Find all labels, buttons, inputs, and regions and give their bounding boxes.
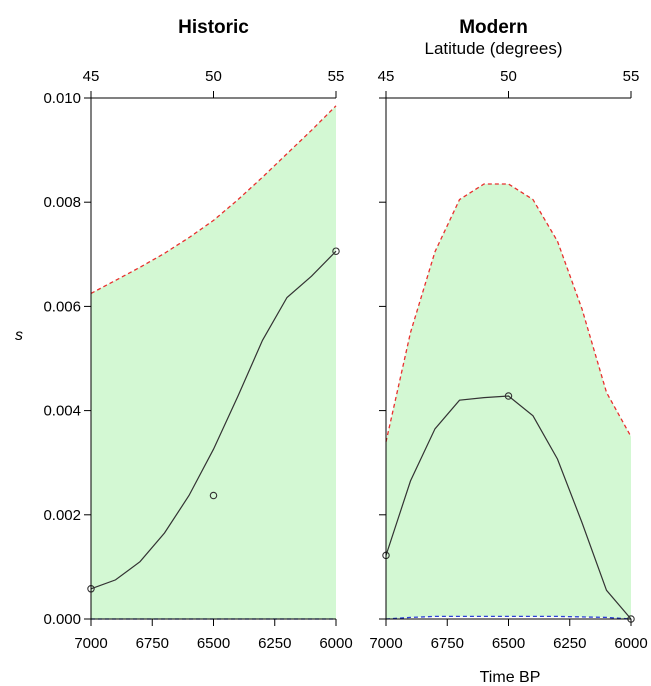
top-tick-label-0-0: 45 xyxy=(83,68,100,85)
y-tick-label-0-5: 0.010 xyxy=(43,90,81,107)
upper-bound-line-1 xyxy=(385,183,632,443)
x-tick-label-0-1: 6750 xyxy=(136,635,169,652)
top-tick-label-1-1: 50 xyxy=(500,68,517,85)
x-tick-label-1-1: 6750 xyxy=(431,635,464,652)
y-tick-label-0-0: 0.000 xyxy=(43,611,81,628)
x-tick-label-1-0: 7000 xyxy=(369,635,402,652)
x-tick-label-0-0: 7000 xyxy=(74,635,107,652)
estimate-line-0 xyxy=(90,250,337,590)
top-tick-label-1-0: 45 xyxy=(378,68,395,85)
x-tick-label-1-4: 6000 xyxy=(614,635,647,652)
x-tick-label-1-2: 6500 xyxy=(492,635,525,652)
y-tick-label-0-2: 0.004 xyxy=(43,403,81,420)
top-tick-label-0-2: 55 xyxy=(328,68,345,85)
y-tick-label-0-1: 0.002 xyxy=(43,507,81,524)
top-tick-label-1-2: 55 xyxy=(623,68,640,85)
confidence-band-0 xyxy=(91,105,336,620)
estimate-line-1 xyxy=(385,395,632,620)
data-point-0-2 xyxy=(332,247,340,255)
confidence-band-1 xyxy=(386,184,631,619)
data-point-1-1 xyxy=(504,392,513,400)
panel-title-1: Modern xyxy=(459,17,528,38)
y-tick-label-0-3: 0.006 xyxy=(43,298,81,315)
x-axis-label: Time BP xyxy=(480,669,541,686)
x-tick-label-0-4: 6000 xyxy=(319,635,352,652)
x-tick-label-1-3: 6250 xyxy=(553,635,586,652)
top-axis-label-1: Latitude (degrees) xyxy=(425,39,563,58)
lower-bound-line-1 xyxy=(385,615,632,620)
upper-bound-line-0 xyxy=(90,105,337,294)
x-tick-label-0-2: 6500 xyxy=(197,635,230,652)
x-tick-label-0-3: 6250 xyxy=(258,635,291,652)
top-tick-label-0-1: 50 xyxy=(205,68,222,85)
y-axis-label: s xyxy=(15,327,23,344)
panel-title-0: Historic xyxy=(178,17,249,38)
data-point-0-1 xyxy=(209,491,218,500)
y-tick-label-0-4: 0.008 xyxy=(43,194,81,211)
